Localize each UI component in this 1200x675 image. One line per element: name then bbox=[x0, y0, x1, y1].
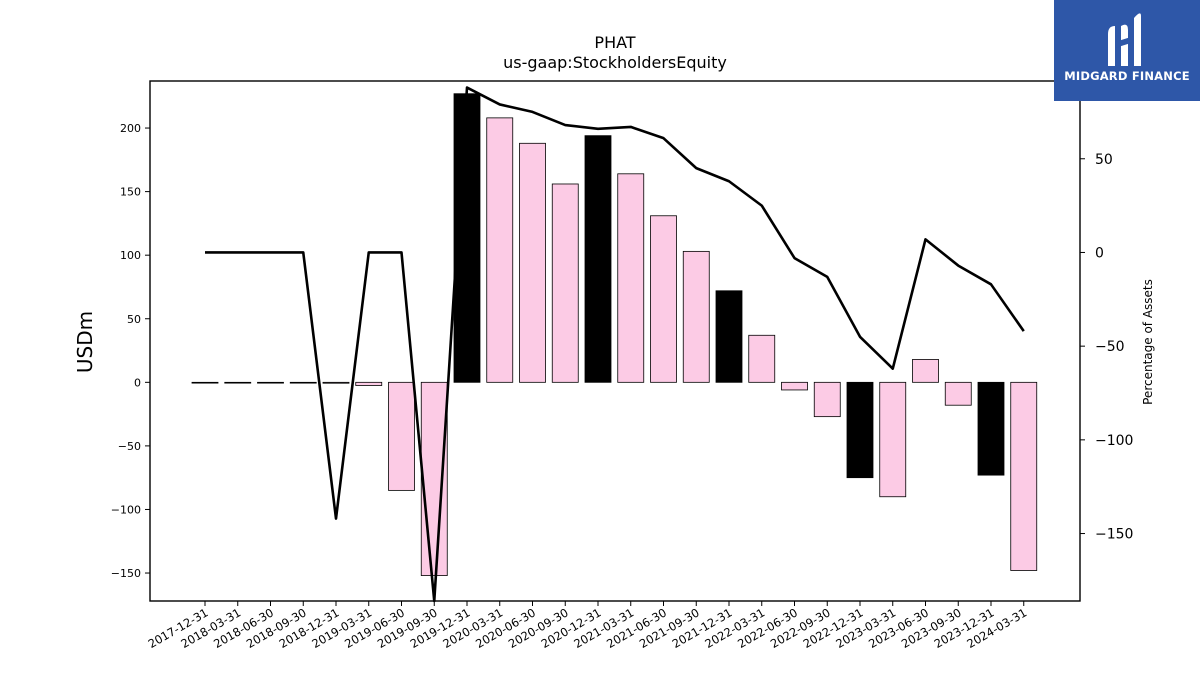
y-tick-label: 150 bbox=[120, 186, 141, 199]
bar-2020-09-30 bbox=[551, 183, 579, 383]
bar-2018-12-31 bbox=[322, 381, 350, 384]
plot-frame bbox=[149, 80, 1081, 602]
bar-2021-03-31 bbox=[617, 173, 645, 383]
bar-2019-09-30 bbox=[420, 381, 448, 576]
bar-2020-06-30 bbox=[519, 142, 546, 383]
chart-title: PHAT bbox=[594, 33, 635, 52]
bar-2021-09-30 bbox=[682, 250, 710, 383]
bar-2024-03-31 bbox=[1010, 381, 1038, 571]
brand-logo: MIDGARD FINANCE bbox=[1054, 0, 1200, 101]
x-axis: 2017-12-312018-03-312018-06-302018-09-30… bbox=[146, 601, 1029, 651]
y-tick-label: −100 bbox=[111, 503, 141, 516]
y2-tick-label: −100 bbox=[1095, 433, 1133, 449]
bar-2019-06-30 bbox=[388, 381, 415, 491]
y-tick-label: 50 bbox=[127, 313, 141, 326]
bar-2021-06-30 bbox=[650, 215, 677, 383]
y-tick-label: −150 bbox=[111, 567, 141, 580]
y2-axis-label: Percentage of Assets bbox=[1141, 279, 1155, 405]
y-tick-label: 200 bbox=[120, 122, 141, 135]
y-tick-label: 100 bbox=[120, 249, 141, 262]
y-axis-left: −150 −100 −50 0 50 100 150 200 bbox=[111, 122, 150, 580]
bar-series bbox=[191, 93, 1038, 576]
chart-subtitle: us-gaap:StockholdersEquity bbox=[503, 53, 727, 72]
bar-2022-12-31 bbox=[846, 381, 874, 479]
bar-2022-09-30 bbox=[813, 381, 841, 418]
logo-text: MIDGARD FINANCE bbox=[1064, 69, 1190, 83]
y2-tick-label: −150 bbox=[1095, 527, 1133, 543]
logo-mark-icon bbox=[1108, 13, 1141, 67]
bar-2018-03-31 bbox=[224, 381, 252, 384]
percentage-line bbox=[205, 86, 1025, 603]
y2-tick-label: 50 bbox=[1095, 152, 1113, 168]
bar-2018-06-30 bbox=[257, 381, 284, 384]
bar-2020-03-31 bbox=[486, 117, 514, 383]
bar-2018-09-30 bbox=[289, 381, 317, 384]
bar-2021-12-31 bbox=[715, 290, 743, 383]
y-axis-right: −150 −100 −50 0 50 bbox=[1080, 152, 1133, 543]
y2-tick-label: −50 bbox=[1095, 339, 1125, 355]
bar-2022-06-30 bbox=[781, 381, 808, 391]
y2-tick-label: 0 bbox=[1095, 245, 1104, 261]
line-series bbox=[205, 86, 1025, 603]
bar-2019-03-31 bbox=[355, 381, 383, 386]
bar-2023-06-30 bbox=[912, 359, 939, 383]
y-tick-label: 0 bbox=[134, 376, 141, 389]
y-tick-label: −50 bbox=[118, 440, 141, 453]
bar-2023-03-31 bbox=[879, 381, 907, 498]
bar-2020-12-31 bbox=[584, 135, 612, 383]
bar-2023-12-31 bbox=[977, 381, 1005, 476]
y-axis-label: USDm bbox=[73, 311, 97, 373]
bar-2017-12-31 bbox=[191, 381, 219, 384]
bar-2022-03-31 bbox=[748, 334, 776, 383]
bar-2023-09-30 bbox=[944, 381, 972, 406]
